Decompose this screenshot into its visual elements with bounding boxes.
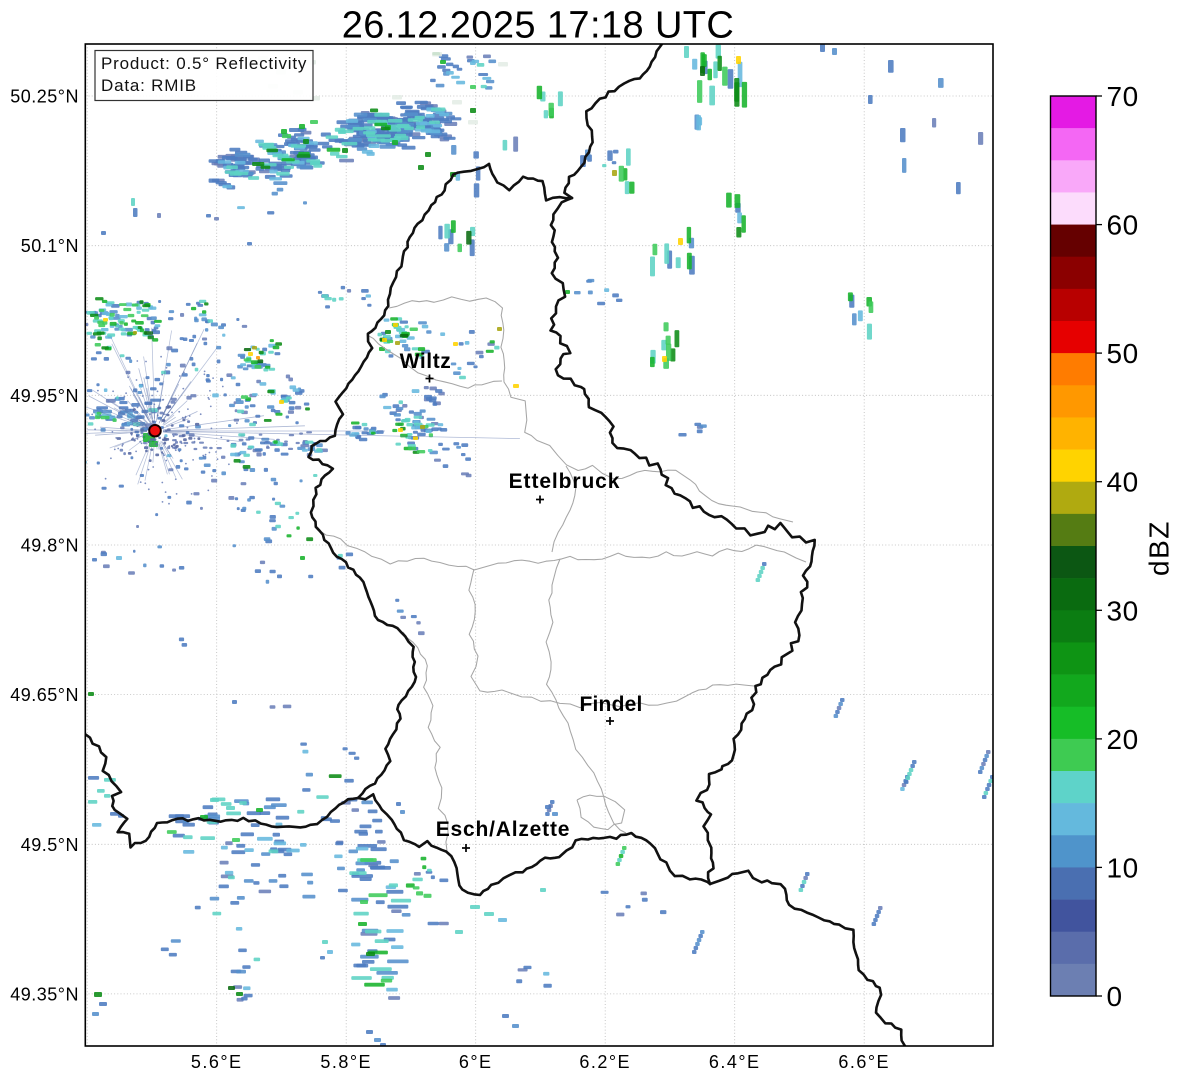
svg-text:Product: 0.5° Reflectivity: Product: 0.5° Reflectivity (101, 54, 307, 73)
svg-text:20: 20 (1107, 724, 1139, 755)
svg-text:50.1°N: 50.1°N (21, 236, 79, 256)
svg-text:Data: RMIB: Data: RMIB (101, 76, 197, 95)
svg-text:6.6°E: 6.6°E (838, 1052, 890, 1072)
svg-text:50.25°N: 50.25°N (10, 87, 79, 107)
svg-text:10: 10 (1107, 852, 1139, 883)
svg-text:5.6°E: 5.6°E (191, 1052, 243, 1072)
svg-text:60: 60 (1107, 210, 1139, 241)
svg-text:6.2°E: 6.2°E (579, 1052, 631, 1072)
svg-text:6.4°E: 6.4°E (709, 1052, 761, 1072)
svg-text:0: 0 (1107, 981, 1123, 1012)
svg-text:49.95°N: 49.95°N (10, 386, 79, 406)
svg-text:70: 70 (1107, 81, 1139, 112)
svg-text:Esch/Alzette: Esch/Alzette (436, 818, 570, 841)
svg-text:dBZ: dBZ (1144, 520, 1175, 576)
svg-text:49.65°N: 49.65°N (10, 685, 79, 705)
svg-text:Findel: Findel (579, 693, 642, 716)
svg-text:40: 40 (1107, 467, 1139, 498)
svg-text:Wiltz: Wiltz (400, 350, 452, 373)
svg-text:30: 30 (1107, 595, 1139, 626)
svg-text:26.12.2025 17:18 UTC: 26.12.2025 17:18 UTC (342, 5, 735, 47)
svg-text:49.8°N: 49.8°N (21, 536, 79, 556)
svg-text:49.5°N: 49.5°N (21, 835, 79, 855)
svg-text:50: 50 (1107, 338, 1139, 369)
svg-text:49.35°N: 49.35°N (10, 984, 79, 1004)
svg-text:Ettelbruck: Ettelbruck (509, 470, 621, 493)
svg-text:6°E: 6°E (459, 1052, 493, 1072)
svg-text:5.8°E: 5.8°E (320, 1052, 372, 1072)
